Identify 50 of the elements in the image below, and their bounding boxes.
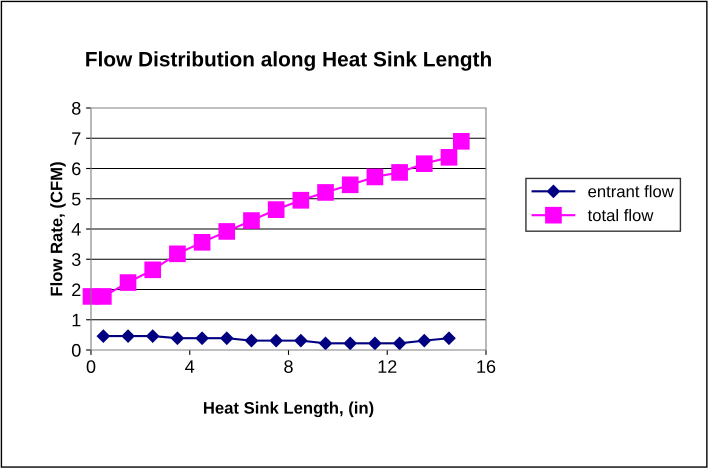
point xyxy=(391,164,408,181)
legend-label: entrant flow xyxy=(588,185,674,198)
y-tick-label: 4 xyxy=(72,223,81,236)
point xyxy=(169,245,186,262)
point xyxy=(220,332,234,345)
point xyxy=(294,334,308,348)
y-tick-label: 6 xyxy=(72,162,80,176)
y-tick-label: 0 xyxy=(72,344,81,357)
y-tick-label: 8 xyxy=(72,102,80,115)
point xyxy=(418,334,431,348)
y-tick-label: 3 xyxy=(72,253,80,266)
point xyxy=(318,336,332,350)
y-tick-label: 2 xyxy=(72,283,80,296)
point xyxy=(196,332,209,345)
x-tick-label: 8 xyxy=(284,360,293,373)
point xyxy=(368,336,382,350)
point xyxy=(144,262,162,278)
point xyxy=(452,132,470,150)
x-tick-label: 16 xyxy=(477,360,496,373)
point xyxy=(120,274,136,291)
point xyxy=(170,332,184,345)
point xyxy=(146,329,160,343)
point xyxy=(194,234,210,251)
point xyxy=(268,201,284,218)
legend-label: total flow xyxy=(588,208,654,222)
y-tick-label: 1 xyxy=(72,314,80,326)
y-axis-title: Flow Rate, (CFM) xyxy=(50,162,66,296)
y-tick-label: 7 xyxy=(72,132,80,145)
point xyxy=(243,212,260,229)
point xyxy=(270,334,283,348)
point xyxy=(218,223,236,240)
point xyxy=(292,192,310,209)
point xyxy=(96,329,110,343)
point xyxy=(244,334,258,348)
point xyxy=(366,168,384,186)
x-tick-label: 4 xyxy=(185,360,194,373)
x-axis-title: Heat Sink Length, (in) xyxy=(204,402,374,418)
point xyxy=(95,288,112,305)
point xyxy=(393,336,406,350)
x-tick-label: 0 xyxy=(86,360,96,373)
point xyxy=(344,336,357,350)
y-tick-label: 5 xyxy=(72,192,81,206)
x-tick-label: 12 xyxy=(378,360,396,373)
chart-title: Flow Distribution along Heat Sink Length xyxy=(86,51,491,71)
point xyxy=(317,184,334,201)
point xyxy=(440,148,458,166)
point xyxy=(416,155,433,172)
point xyxy=(442,332,456,345)
point xyxy=(342,176,359,194)
point xyxy=(121,329,135,343)
